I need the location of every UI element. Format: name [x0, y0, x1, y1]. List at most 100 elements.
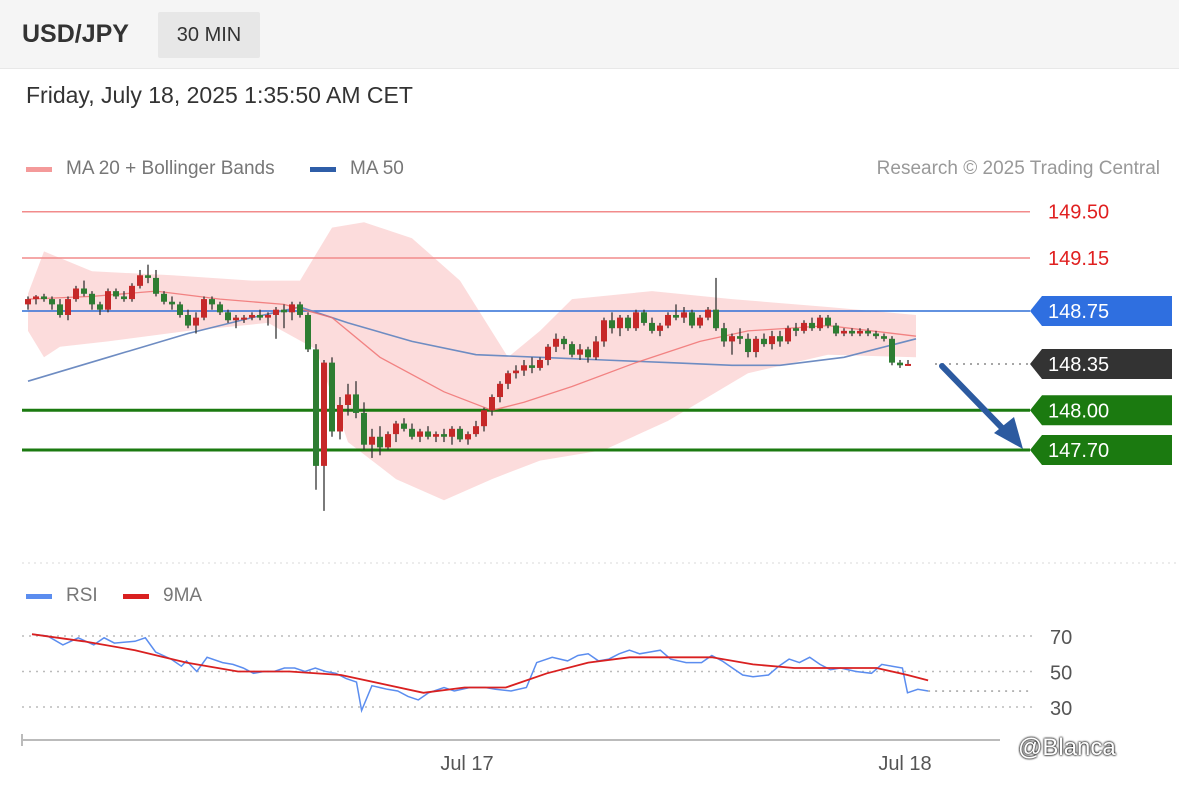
bollinger-band-layer	[28, 222, 916, 501]
candle-body	[369, 436, 375, 445]
candle-body	[697, 317, 703, 326]
level-label-148.00: 148.00	[1048, 400, 1109, 422]
ma50-line	[27, 306, 917, 382]
candle-body	[617, 317, 623, 329]
candle-body	[505, 373, 511, 384]
candle-body	[465, 434, 471, 440]
rsi-line	[31, 633, 929, 714]
candle-body	[65, 299, 71, 315]
candle-body	[665, 314, 671, 326]
candle-body	[689, 312, 695, 326]
candle-body	[257, 314, 263, 318]
candle-body	[377, 436, 383, 448]
level-lines-layer	[22, 210, 1030, 452]
forecast-arrow-head	[994, 417, 1023, 449]
candle-body	[793, 328, 799, 331]
candle-body	[25, 299, 31, 305]
candle-body	[729, 336, 735, 342]
candle-body	[209, 299, 215, 305]
candle-body	[841, 330, 847, 334]
candle-body	[297, 304, 303, 315]
bollinger-swatch	[26, 166, 52, 172]
candle-body	[521, 365, 527, 371]
level-tag-148.00	[1030, 395, 1172, 426]
candle-body	[865, 330, 871, 334]
rsi-tick-label: 30	[1050, 698, 1072, 720]
candle-body	[513, 370, 519, 374]
candle-body	[153, 277, 159, 294]
candle-body	[233, 317, 239, 321]
legend-bollinger: MA 20 + Bollinger Bands	[26, 158, 275, 180]
ma50-swatch	[310, 166, 336, 172]
level-tag-148.75	[1030, 296, 1172, 326]
candle-body	[761, 338, 767, 345]
candle-body	[361, 412, 367, 445]
candle-body	[489, 397, 495, 411]
candle-body	[817, 317, 823, 329]
candle-body	[409, 428, 415, 437]
candle-body	[601, 320, 607, 342]
candle-body	[585, 349, 591, 358]
candle-body	[553, 338, 559, 347]
candles-layer	[25, 264, 911, 511]
candle-body	[289, 304, 295, 313]
candle-body	[193, 317, 199, 326]
candle-body	[881, 336, 887, 339]
level-label-147.70: 147.70	[1048, 440, 1109, 462]
candle-body	[625, 317, 631, 329]
candle-body	[737, 336, 743, 339]
candle-body	[529, 365, 535, 368]
candle-body	[545, 346, 551, 360]
candle-body	[97, 304, 103, 310]
candle-body	[537, 359, 543, 368]
candle-body	[633, 312, 639, 329]
candle-body	[265, 314, 271, 318]
candle-body	[753, 338, 759, 353]
candle-body	[73, 288, 79, 300]
rsi-tick-label: 70	[1050, 627, 1072, 649]
forecast-arrow-shaft	[939, 363, 1009, 435]
legend-rsi-label: RSI	[66, 585, 98, 606]
timeframe-button[interactable]: 30 MIN	[158, 12, 260, 58]
legend-ma50-label: MA 50	[350, 158, 404, 179]
candle-body	[441, 434, 447, 437]
candle-body	[145, 275, 151, 278]
candle-body	[401, 423, 407, 429]
legend-ma50: MA 50	[310, 158, 404, 180]
candle-body	[681, 312, 687, 318]
candle-body	[649, 322, 655, 331]
candle-body	[745, 338, 751, 353]
candle-body	[641, 312, 647, 323]
legend-rsi: RSI	[26, 585, 98, 607]
legend-bollinger-label: MA 20 + Bollinger Bands	[66, 158, 275, 179]
rsi-tick-label: 50	[1050, 663, 1072, 685]
candle-body	[825, 317, 831, 326]
candle-body	[433, 434, 439, 437]
symbol-title: USD/JPY	[22, 20, 129, 48]
candle-body	[833, 325, 839, 334]
candle-body	[33, 296, 39, 300]
candle-body	[721, 328, 727, 342]
candle-body	[273, 309, 279, 315]
rsi-layer: 70 50 30	[22, 627, 1072, 720]
candle-body	[57, 304, 63, 315]
candle-body	[873, 333, 879, 337]
candle-body	[105, 291, 111, 310]
candle-body	[329, 362, 335, 432]
candle-body	[449, 428, 455, 437]
candle-body	[569, 344, 575, 355]
candle-body	[713, 309, 719, 329]
candle-body	[337, 404, 343, 432]
research-credit: Research © 2025 Trading Central	[876, 158, 1160, 179]
candle-body	[81, 288, 87, 294]
candle-body	[49, 299, 55, 305]
candle-body	[769, 336, 775, 345]
forecast-arrow-layer	[939, 363, 1023, 449]
bollinger-band	[28, 222, 916, 501]
candle-body	[593, 341, 599, 358]
candle-body	[417, 431, 423, 437]
candle-body	[577, 349, 583, 355]
candle-body	[425, 431, 431, 437]
candle-body	[217, 304, 223, 313]
time-axis-layer: Jul 17 Jul 18	[21, 562, 1179, 775]
